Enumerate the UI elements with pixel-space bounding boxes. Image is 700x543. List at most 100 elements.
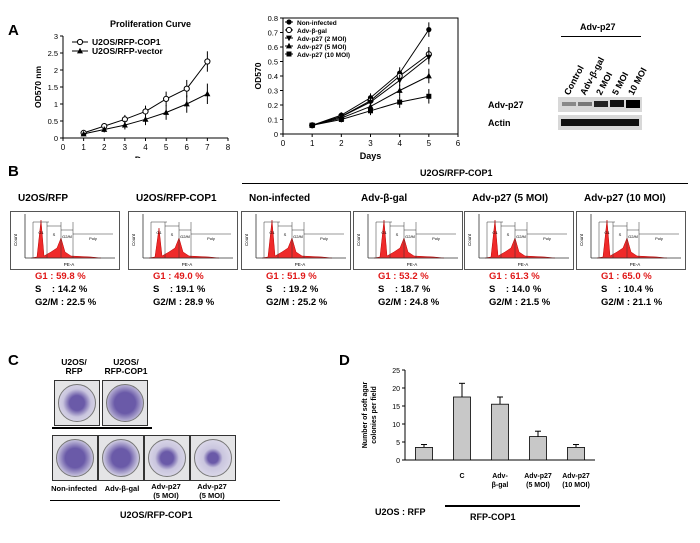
x-tick-label: 1 xyxy=(81,143,86,152)
facs-gate-label: G2/M xyxy=(180,234,190,239)
facs-gate-label: Poly xyxy=(432,236,440,241)
x-axis-label: Days xyxy=(360,151,382,161)
facs-title: Adv-p27 (10 MOI) xyxy=(584,193,666,204)
facs-histogram: G1 S G2/M Poly PE-A Count xyxy=(128,211,238,270)
data-point xyxy=(396,77,403,84)
dish-plate xyxy=(194,439,232,477)
facs-yaxis-label: Count xyxy=(13,233,18,246)
facs-gate-label: G1 xyxy=(38,230,44,235)
data-point xyxy=(338,117,344,122)
facs-yaxis-label: Count xyxy=(356,233,361,246)
facs-title: U2OS/RFP xyxy=(18,193,69,204)
dish-top-label-1: U2OS/ RFP-COP1 xyxy=(104,357,148,376)
y-tick-label: 20 xyxy=(392,386,400,393)
facs-svg: G1 S G2/M Poly PE-A Count xyxy=(467,214,569,267)
panel-label-b: B xyxy=(8,163,19,180)
facs-title: U2OS/RFP-COP1 xyxy=(136,193,217,204)
facs-group-line xyxy=(242,183,688,184)
legend-marker xyxy=(286,42,292,49)
western-row-actin: Actin xyxy=(488,118,511,128)
facs-gate-label: S xyxy=(171,232,174,237)
bar xyxy=(491,403,509,461)
softagar-group-label: RFP-COP1 xyxy=(470,512,516,522)
legend-marker xyxy=(76,38,84,46)
western-lane-label: 10 MOI xyxy=(626,65,649,97)
facs-peak xyxy=(261,219,333,259)
facs-svg: G1 S G2/M Poly PE-A Count xyxy=(579,214,681,267)
y-tick-label: 5 xyxy=(396,440,400,447)
data-point xyxy=(368,108,373,114)
facs-title: Adv-β-gal xyxy=(361,193,408,204)
category-label: Adv-p27 xyxy=(524,473,552,480)
facs-histogram: G1 S G2/M Poly PE-A Count xyxy=(353,211,463,270)
x-axis-label: Days xyxy=(135,155,157,158)
x-tick-label: 2 xyxy=(339,139,344,148)
proliferation-curve-chart: Proliferation Curve 0 1 2 3 4 5 6 7 8 0 0.5 1 1.5 2 2.5… xyxy=(33,19,231,158)
y-tick-label: 3 xyxy=(54,32,58,41)
data-point xyxy=(142,108,149,115)
western-row-p27: Adv-p27 xyxy=(488,100,524,110)
dish-plate xyxy=(148,439,186,477)
legend-label: Non-infected xyxy=(297,20,337,27)
x-tick-label: 3 xyxy=(123,143,128,152)
category-label: C xyxy=(459,473,464,480)
data-point xyxy=(163,109,170,115)
facs-gate-label: G2/M xyxy=(405,234,415,239)
data-point xyxy=(204,58,211,65)
facs-stat-s: S : 19.2 % xyxy=(266,284,319,295)
facs-xaxis-label: PE-A xyxy=(407,262,418,267)
facs-xaxis-label: PE-A xyxy=(182,262,193,267)
facs-xaxis-label: PE-A xyxy=(295,262,306,267)
facs-group-label: U2OS/RFP-COP1 xyxy=(420,168,493,178)
y-axis-label: OD570 xyxy=(253,62,263,89)
data-point xyxy=(163,95,170,103)
data-point xyxy=(396,87,403,93)
y-axis-label-line1: Number of soft agar xyxy=(362,381,369,448)
x-tick-label: 0 xyxy=(281,139,286,148)
dish-plate xyxy=(58,384,96,422)
y-tick-label: 0 xyxy=(54,134,58,143)
facs-gate-label: Poly xyxy=(89,236,97,241)
legend-marker xyxy=(286,51,292,57)
western-blot: Adv-p27 Control Adv-β-gal 2 MOI 5 MOI 10 MOI… xyxy=(486,20,696,140)
western-band-p27 xyxy=(558,97,642,112)
x-tick-label: 7 xyxy=(205,143,210,152)
x-tick-label: 5 xyxy=(427,139,432,148)
facs-stat-s: S : 14.2 % xyxy=(35,284,88,295)
western-lane-labels: Control Adv-β-gal 2 MOI 5 MOI 10 MOI xyxy=(558,38,649,98)
facs-stat-g2m: G2/M : 25.2 % xyxy=(266,297,328,308)
facs-gate-label: G2/M xyxy=(516,234,526,239)
category-label: Adv-p27 xyxy=(562,473,590,480)
legend-label: Adv-p27 (10 MOI) xyxy=(297,52,350,59)
facs-stat-s: S : 18.7 % xyxy=(378,284,431,295)
data-point xyxy=(80,130,87,137)
dish-bottom-label: Adv-p27 (5 MOI) xyxy=(197,482,227,500)
colony-dish xyxy=(98,435,144,481)
facs-histogram: G1 S G2/M Poly PE-A Count xyxy=(241,211,351,270)
facs-yaxis-label: Count xyxy=(579,233,584,246)
legend-label: Adv-p27 (5 MOI) xyxy=(297,44,346,51)
data-point xyxy=(121,121,128,128)
data-point xyxy=(101,126,108,132)
facs-xaxis-label: PE-A xyxy=(518,262,529,267)
dish-group-label: U2OS/RFP-COP1 xyxy=(120,510,193,520)
data-point xyxy=(367,103,374,109)
facs-stat-g1: G1 : 65.0 % xyxy=(601,271,652,282)
y-tick-label: 1 xyxy=(54,100,58,109)
y-axis-label-line2: colonies per field xyxy=(371,386,378,444)
facs-svg: G1 S G2/M Poly PE-A Count xyxy=(131,214,233,267)
dish-bottom-label: Adv-p27 (5 MOI) xyxy=(151,482,181,500)
dish-plate xyxy=(102,439,140,477)
panel-label-a: A xyxy=(8,22,19,39)
legend-marker xyxy=(286,19,292,25)
data-point xyxy=(425,72,432,79)
facs-gate-label: G2/M xyxy=(62,234,72,239)
x-tick-label: 6 xyxy=(456,139,461,148)
bar xyxy=(567,447,585,461)
facs-title: Adv-p27 (5 MOI) xyxy=(472,193,549,204)
colony-dish xyxy=(144,435,190,481)
facs-xaxis-label: PE-A xyxy=(630,262,641,267)
facs-stat-g1: G1 : 51.9 % xyxy=(266,271,317,282)
facs-gate-label: Poly xyxy=(320,236,328,241)
chart-title: Proliferation Curve xyxy=(110,19,191,29)
